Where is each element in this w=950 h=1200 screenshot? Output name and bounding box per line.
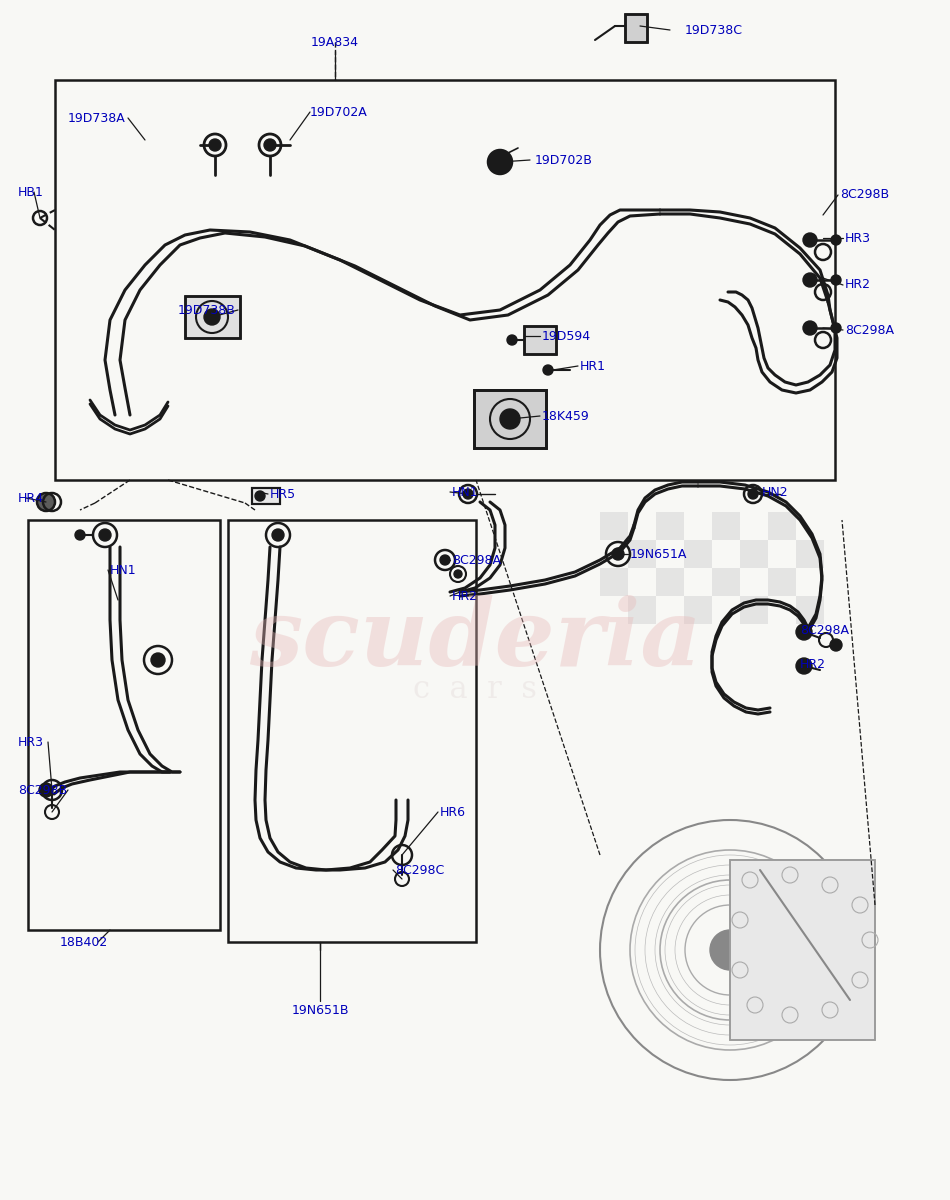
Circle shape <box>830 638 842 650</box>
Circle shape <box>612 548 624 560</box>
Text: 19N651A: 19N651A <box>630 547 688 560</box>
Text: HB1: HB1 <box>18 186 44 198</box>
Text: 8C298B: 8C298B <box>18 784 67 797</box>
Text: HR1: HR1 <box>580 360 606 372</box>
Text: 19D738B: 19D738B <box>178 304 236 317</box>
Circle shape <box>151 653 165 667</box>
Bar <box>524 326 556 354</box>
Bar <box>768 512 796 540</box>
Text: HR3: HR3 <box>845 232 871 245</box>
Circle shape <box>803 320 817 335</box>
Bar <box>600 568 628 596</box>
Text: HR2: HR2 <box>800 659 826 672</box>
Text: 8C298A: 8C298A <box>845 324 894 336</box>
Bar <box>656 512 684 540</box>
Circle shape <box>39 782 53 797</box>
Circle shape <box>543 365 553 374</box>
Bar <box>628 540 656 568</box>
Text: 8C298A: 8C298A <box>800 624 849 636</box>
Text: 19D738A: 19D738A <box>68 112 125 125</box>
Text: HR2: HR2 <box>452 589 478 602</box>
Circle shape <box>255 491 265 502</box>
Bar <box>712 512 740 540</box>
Text: 18B402: 18B402 <box>60 936 108 948</box>
Circle shape <box>796 624 812 640</box>
Text: HR4: HR4 <box>18 492 44 504</box>
Circle shape <box>803 233 817 247</box>
Text: HR6: HR6 <box>440 805 466 818</box>
Bar <box>28 520 220 930</box>
Bar <box>252 488 280 504</box>
Circle shape <box>488 150 512 174</box>
Text: 19D594: 19D594 <box>542 330 591 342</box>
Text: 8C298A: 8C298A <box>452 553 501 566</box>
Bar <box>712 568 740 596</box>
Bar <box>228 520 476 942</box>
Circle shape <box>796 658 812 674</box>
Bar <box>474 390 546 448</box>
Circle shape <box>463 490 473 499</box>
Text: HN2: HN2 <box>762 486 788 498</box>
Bar <box>252 488 280 504</box>
Bar <box>600 512 628 540</box>
Text: HR3: HR3 <box>18 736 44 749</box>
Circle shape <box>831 323 841 332</box>
Circle shape <box>440 554 450 565</box>
Text: HR2: HR2 <box>845 278 871 292</box>
Circle shape <box>99 529 111 541</box>
Bar <box>55 80 835 480</box>
Circle shape <box>37 493 55 511</box>
Circle shape <box>75 530 85 540</box>
Text: 18K459: 18K459 <box>542 409 590 422</box>
Bar <box>684 540 712 568</box>
Circle shape <box>204 308 220 325</box>
Bar <box>625 14 647 42</box>
Bar <box>684 596 712 624</box>
Bar <box>730 860 875 1040</box>
Circle shape <box>454 570 462 578</box>
Circle shape <box>803 272 817 287</box>
Text: HN1: HN1 <box>110 564 137 576</box>
Circle shape <box>831 275 841 284</box>
Bar <box>768 568 796 596</box>
Text: 19D738C: 19D738C <box>685 24 743 36</box>
Bar <box>625 14 647 42</box>
Circle shape <box>494 156 506 168</box>
Text: 8C298C: 8C298C <box>395 864 445 876</box>
Text: 19N651B: 19N651B <box>292 1003 349 1016</box>
Text: 19D702B: 19D702B <box>535 154 593 167</box>
Bar <box>796 540 824 568</box>
Text: scuderia: scuderia <box>249 595 701 685</box>
Circle shape <box>507 335 517 346</box>
Circle shape <box>831 235 841 245</box>
Bar <box>740 596 768 624</box>
Bar <box>524 326 556 354</box>
Text: HR5: HR5 <box>270 487 296 500</box>
Text: 8C298B: 8C298B <box>840 188 889 202</box>
Text: 19D702A: 19D702A <box>310 106 368 119</box>
Circle shape <box>748 490 758 499</box>
Circle shape <box>710 930 750 970</box>
Circle shape <box>209 139 221 151</box>
Bar <box>474 390 546 448</box>
Text: HN1: HN1 <box>452 486 479 498</box>
Text: 19A834: 19A834 <box>311 36 359 48</box>
Text: c  a  r  s: c a r s <box>413 674 537 706</box>
Bar <box>628 596 656 624</box>
Circle shape <box>500 409 520 428</box>
Circle shape <box>272 529 284 541</box>
Bar <box>185 296 240 338</box>
Bar <box>730 860 875 1040</box>
Bar <box>740 540 768 568</box>
Bar <box>185 296 240 338</box>
Circle shape <box>264 139 276 151</box>
Bar <box>796 596 824 624</box>
Bar <box>656 568 684 596</box>
